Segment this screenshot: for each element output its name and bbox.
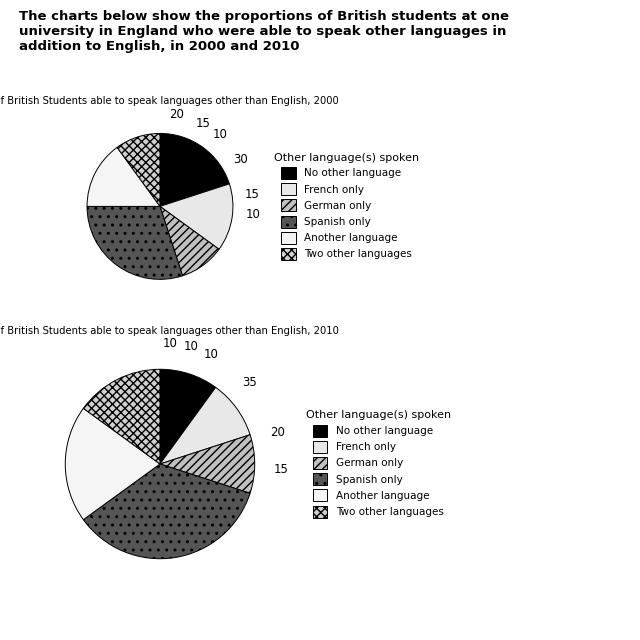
Wedge shape (83, 464, 250, 559)
Text: % of British Students able to speak languages other than English, 2010: % of British Students able to speak lang… (0, 326, 339, 336)
Text: 20: 20 (169, 108, 184, 121)
Wedge shape (65, 408, 160, 520)
Legend: No other language, French only, German only, Spanish only, Another language, Two: No other language, French only, German o… (303, 407, 454, 521)
Text: 10: 10 (184, 340, 199, 353)
Text: 10: 10 (212, 129, 227, 141)
Wedge shape (160, 133, 229, 206)
Text: 15: 15 (245, 188, 260, 201)
Text: 35: 35 (242, 376, 257, 388)
Wedge shape (160, 369, 216, 464)
Text: 10: 10 (163, 337, 178, 349)
Text: 10: 10 (246, 208, 260, 221)
Wedge shape (83, 369, 160, 464)
Wedge shape (160, 435, 255, 493)
Wedge shape (160, 387, 250, 464)
Text: 30: 30 (234, 153, 248, 166)
Wedge shape (87, 206, 182, 279)
Text: 10: 10 (204, 348, 219, 360)
Text: 20: 20 (269, 426, 285, 439)
Wedge shape (160, 206, 219, 276)
Text: 15: 15 (196, 117, 211, 130)
Wedge shape (87, 147, 160, 206)
Wedge shape (117, 133, 160, 206)
Legend: No other language, French only, German only, Spanish only, Another language, Two: No other language, French only, German o… (271, 150, 422, 263)
Wedge shape (160, 184, 233, 250)
Text: The charts below show the proportions of British students at one
university in E: The charts below show the proportions of… (19, 10, 509, 52)
Text: 15: 15 (274, 463, 289, 476)
Text: % of British Students able to speak languages other than English, 2000: % of British Students able to speak lang… (0, 95, 339, 106)
